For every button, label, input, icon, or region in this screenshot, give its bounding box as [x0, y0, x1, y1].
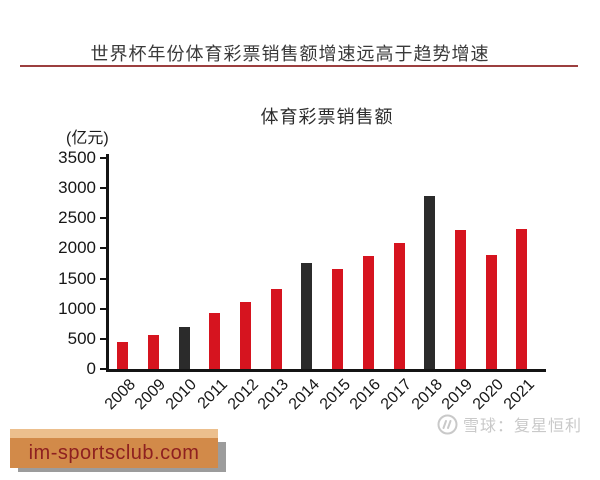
xtick-label-2017: 2017 [377, 376, 416, 414]
source-watermark-label: 雪球：复星恒利 [462, 418, 582, 435]
xtick-label-2014: 2014 [285, 376, 323, 414]
xtick-label-2010: 2010 [162, 376, 201, 414]
page-title: 世界杯年份体育彩票销售额增速远高于趋势增速 [90, 44, 490, 64]
xtick-label-2018: 2018 [408, 376, 446, 414]
ytick-label-1500: 1500 [58, 268, 96, 288]
xtick-label-2012: 2012 [224, 376, 262, 414]
bar-2015 [332, 268, 344, 369]
y-axis-unit-label: (亿元) [66, 130, 109, 147]
ytick-label-1000: 1000 [58, 298, 96, 318]
ytick-mark-3500 [100, 157, 107, 159]
xtick-label-2013: 2013 [255, 376, 293, 414]
site-banner: im-sportsclub.com [10, 429, 218, 468]
xueqiu-circle-logo [437, 414, 458, 435]
bar-2021 [516, 228, 528, 369]
bar-2014 [301, 262, 313, 369]
bar-2019 [454, 229, 466, 369]
bar-2017 [393, 242, 405, 369]
xtick-label-2009: 2009 [132, 376, 170, 414]
xtick-label-2015: 2015 [316, 376, 354, 414]
ytick-label-3000: 3000 [58, 178, 96, 198]
ytick-mark-0 [100, 368, 107, 370]
bar-2010 [178, 327, 190, 369]
bar-2011 [209, 312, 221, 369]
title-divider [20, 65, 578, 67]
source-watermark: 雪球：复星恒利 [437, 412, 582, 436]
ytick-mark-1500 [100, 277, 107, 280]
xtick-label-2008: 2008 [101, 376, 139, 414]
bar-2008 [117, 341, 129, 369]
bar-2016 [362, 255, 374, 369]
y-axis-line [106, 154, 109, 372]
bar-2012 [240, 302, 251, 369]
xtick-label-2016: 2016 [347, 376, 385, 414]
chart-title: 体育彩票销售额 [260, 107, 394, 127]
ytick-mark-500 [100, 337, 107, 340]
ytick-label-500: 500 [67, 328, 96, 348]
bar-2013 [270, 288, 282, 369]
site-banner-top-strip [10, 429, 218, 438]
bar-2020 [485, 254, 497, 369]
ytick-label-2500: 2500 [58, 208, 96, 228]
xtick-label-2011: 2011 [194, 376, 231, 413]
ytick-label-2000: 2000 [58, 238, 96, 258]
bar-2009 [147, 334, 159, 369]
ytick-mark-2000 [100, 247, 107, 250]
xtick-label-2021: 2021 [500, 376, 538, 414]
site-url-label: im-sportsclub.com [28, 441, 200, 464]
xtick-label-2019: 2019 [439, 376, 477, 414]
ytick-mark-2500 [100, 217, 107, 220]
bar-2018 [424, 196, 436, 369]
x-axis-line [106, 369, 546, 372]
site-banner-body: im-sportsclub.com [10, 438, 218, 468]
ytick-label-0: 0 [86, 359, 96, 378]
xtick-label-2020: 2020 [469, 376, 508, 414]
ytick-mark-3000 [100, 187, 107, 190]
ytick-mark-1000 [100, 307, 107, 310]
ytick-label-3500: 3500 [58, 148, 96, 167]
